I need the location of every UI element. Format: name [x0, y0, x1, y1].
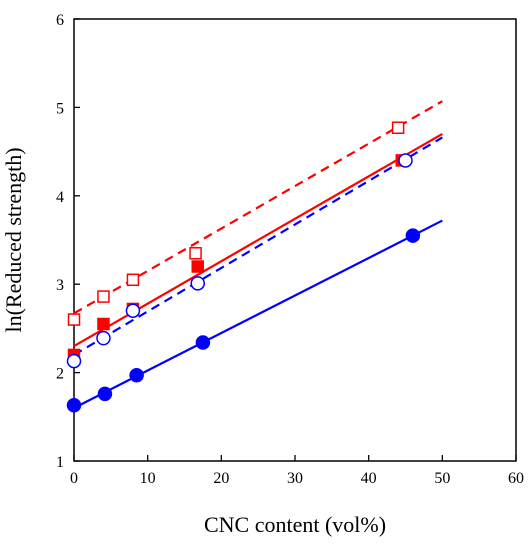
data-point: [97, 386, 113, 402]
x-tick-label: 0: [70, 470, 78, 487]
data-point: [129, 368, 144, 383]
data-point: [189, 247, 202, 260]
y-axis-title: ln(Reduced strength): [1, 147, 26, 332]
data-point: [405, 228, 421, 243]
data-point: [66, 398, 82, 413]
data-point: [66, 353, 82, 369]
fit-line: [73, 100, 443, 315]
data-point: [96, 330, 111, 346]
x-axis-title: CNC content (vol%): [204, 512, 386, 537]
x-tick-label: 10: [140, 470, 156, 487]
ticks-layer: 0 10 20 30 40 50 60 1 2 3 4 5 6: [56, 12, 524, 487]
fit-line: [73, 136, 443, 356]
x-tick-label: 50: [434, 470, 450, 487]
data-point: [391, 121, 405, 134]
y-tick-label: 6: [56, 12, 64, 29]
x-tick-label: 40: [361, 470, 377, 487]
data-point: [97, 290, 110, 303]
x-tick-label: 20: [213, 470, 229, 487]
plot-frame: [73, 18, 517, 462]
data-points: [66, 121, 421, 413]
y-tick-label: 2: [56, 366, 64, 383]
y-tick-label: 1: [56, 454, 64, 471]
data-point: [97, 317, 110, 331]
data-point: [398, 153, 413, 168]
fit-lines: [73, 100, 443, 409]
data-point: [67, 313, 81, 326]
data-point: [195, 335, 211, 350]
x-tick-label: 30: [287, 470, 303, 487]
x-tick-label: 60: [508, 470, 524, 487]
y-tick-label: 4: [56, 189, 64, 206]
data-point: [126, 273, 140, 287]
data-point: [190, 276, 206, 291]
y-tick-label: 3: [56, 277, 64, 294]
data-point: [191, 260, 205, 273]
y-tick-label: 5: [56, 100, 64, 117]
data-point: [125, 303, 141, 318]
